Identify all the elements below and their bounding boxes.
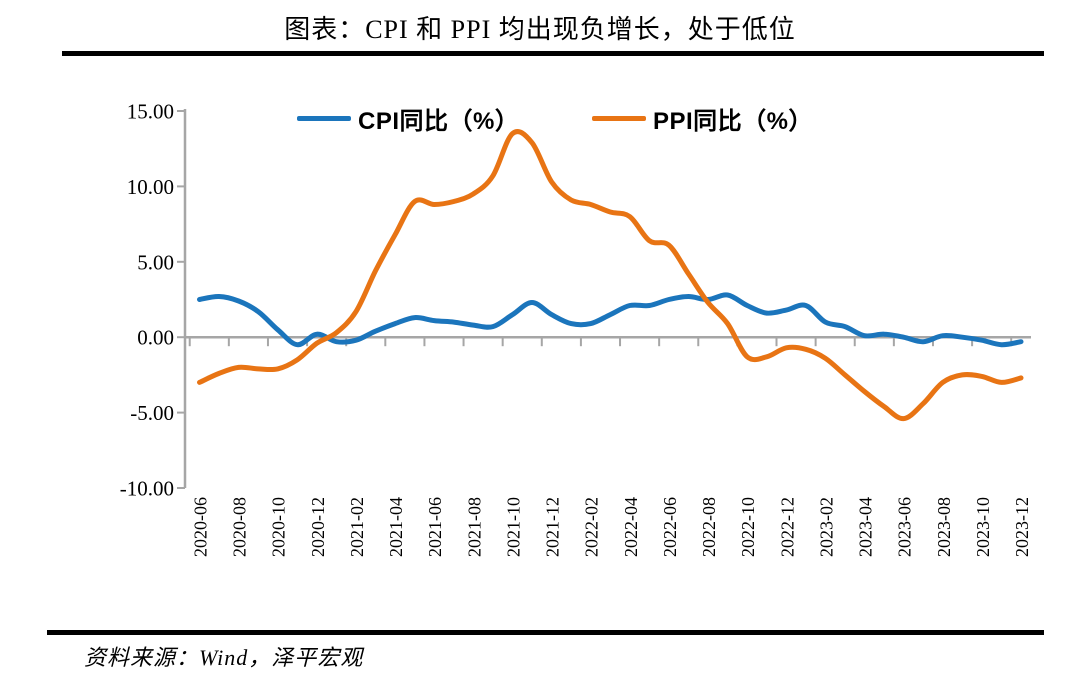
x-tick-label: 2023-06 bbox=[895, 497, 915, 557]
title-divider bbox=[62, 51, 1044, 56]
x-tick-label: 2022-06 bbox=[660, 497, 680, 557]
x-tick-label: 2021-02 bbox=[347, 497, 367, 557]
y-tick-label: -5.00 bbox=[130, 401, 174, 425]
x-tick-label: 2020-08 bbox=[230, 497, 250, 557]
x-tick-label: 2022-04 bbox=[621, 497, 641, 557]
ppi-line-swatch bbox=[592, 115, 646, 121]
x-tick-label: 2022-12 bbox=[777, 497, 797, 557]
x-tick-label: 2023-12 bbox=[1012, 497, 1032, 557]
cpi-line-swatch bbox=[297, 115, 351, 121]
x-tick-label: 2021-12 bbox=[543, 497, 563, 557]
x-tick-label: 2021-06 bbox=[425, 497, 445, 557]
x-tick-label: 2021-04 bbox=[386, 497, 406, 557]
legend-item-cpi: CPI同比（%） bbox=[297, 103, 520, 135]
legend-item-ppi: PPI同比（%） bbox=[592, 103, 814, 135]
source-divider bbox=[47, 630, 1044, 635]
x-tick-label: 2022-08 bbox=[699, 497, 719, 557]
y-tick-label: 10.00 bbox=[127, 175, 174, 199]
cpi-ppi-line-chart: 15.00 10.00 5.00 0.00 -5.00 -10.00 2020-06 2020… bbox=[120, 100, 1032, 558]
x-tick-label: 2020-10 bbox=[269, 497, 289, 557]
x-tick-label: 2021-08 bbox=[464, 497, 484, 557]
y-tick-label: 5.00 bbox=[137, 250, 174, 274]
x-tick-label: 2022-02 bbox=[582, 497, 602, 557]
x-tick-label: 2023-02 bbox=[816, 497, 836, 557]
x-tick-label: 2020-12 bbox=[308, 497, 328, 557]
source-note: 资料来源：Wind，泽平宏观 bbox=[84, 645, 364, 670]
x-tick-label: 2020-06 bbox=[191, 497, 211, 557]
x-tick-label: 2022-10 bbox=[738, 497, 758, 557]
ppi-series-line bbox=[197, 129, 1024, 422]
y-tick-label: -10.00 bbox=[120, 477, 174, 501]
legend-label-ppi: PPI同比（%） bbox=[653, 107, 814, 135]
x-tick-label: 2021-10 bbox=[503, 497, 523, 557]
x-tick-label: 2023-10 bbox=[973, 497, 993, 557]
x-tick-label: 2023-08 bbox=[934, 497, 954, 557]
x-tick-label: 2023-04 bbox=[856, 497, 876, 557]
cpi-series-line bbox=[197, 292, 1024, 348]
page-title: 图表：CPI 和 PPI 均出现负增长，处于低位 bbox=[284, 15, 796, 44]
y-tick-label: 0.00 bbox=[137, 326, 174, 350]
legend-label-cpi: CPI同比（%） bbox=[358, 107, 520, 135]
y-tick-label: 15.00 bbox=[127, 100, 174, 124]
